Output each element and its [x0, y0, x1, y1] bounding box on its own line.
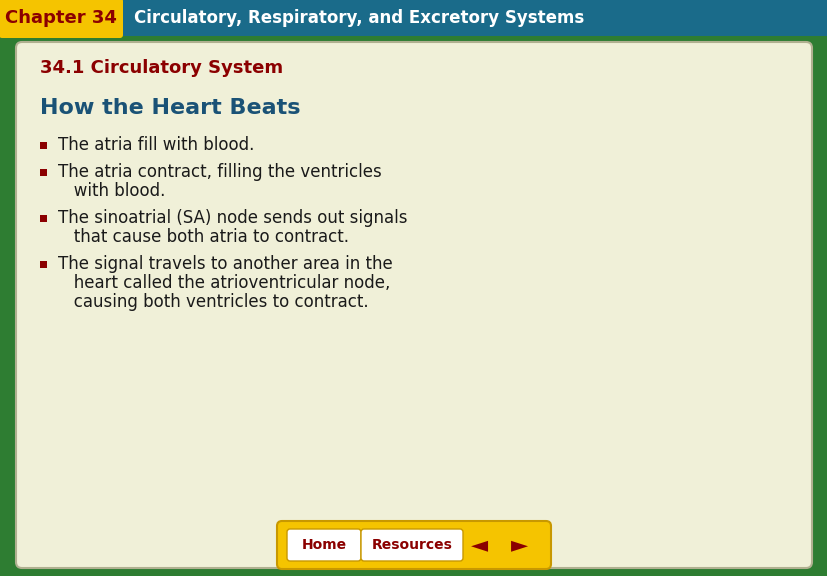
FancyBboxPatch shape: [361, 529, 462, 561]
FancyBboxPatch shape: [40, 169, 47, 176]
Text: Resources: Resources: [371, 538, 452, 552]
Text: that cause both atria to contract.: that cause both atria to contract.: [58, 228, 348, 246]
Text: ►: ►: [511, 535, 528, 555]
Text: Chapter 34: Chapter 34: [5, 9, 117, 27]
FancyBboxPatch shape: [287, 529, 361, 561]
Text: How the Heart Beats: How the Heart Beats: [40, 98, 300, 118]
FancyBboxPatch shape: [40, 260, 47, 267]
FancyBboxPatch shape: [40, 214, 47, 222]
FancyBboxPatch shape: [0, 0, 827, 36]
FancyBboxPatch shape: [277, 521, 550, 569]
Text: ◄: ◄: [471, 535, 488, 555]
FancyBboxPatch shape: [16, 42, 811, 568]
Text: Home: Home: [301, 538, 347, 552]
Text: The sinoatrial (SA) node sends out signals: The sinoatrial (SA) node sends out signa…: [58, 209, 407, 227]
Text: causing both ventricles to contract.: causing both ventricles to contract.: [58, 293, 368, 311]
Text: 34.1 Circulatory System: 34.1 Circulatory System: [40, 59, 283, 77]
Text: The atria fill with blood.: The atria fill with blood.: [58, 136, 254, 154]
Text: Circulatory, Respiratory, and Excretory Systems: Circulatory, Respiratory, and Excretory …: [134, 9, 584, 27]
Text: heart called the atrioventricular node,: heart called the atrioventricular node,: [58, 274, 390, 292]
FancyBboxPatch shape: [0, 0, 123, 38]
Text: The atria contract, filling the ventricles: The atria contract, filling the ventricl…: [58, 163, 381, 181]
FancyBboxPatch shape: [40, 142, 47, 149]
Text: The signal travels to another area in the: The signal travels to another area in th…: [58, 255, 392, 273]
Text: with blood.: with blood.: [58, 182, 165, 200]
